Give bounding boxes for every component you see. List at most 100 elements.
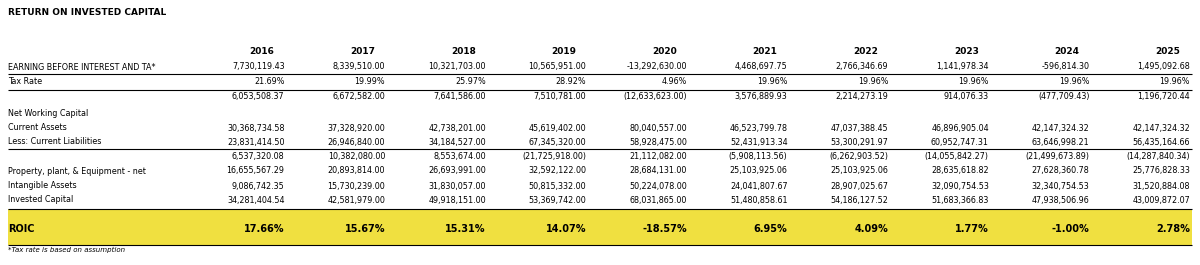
Text: 54,186,127.52: 54,186,127.52	[830, 196, 888, 205]
Text: 25,103,925.06: 25,103,925.06	[730, 166, 787, 175]
Text: 50,815,332.00: 50,815,332.00	[529, 182, 587, 191]
Text: (21,725,918.00): (21,725,918.00)	[522, 152, 587, 161]
Text: 2024: 2024	[1055, 47, 1079, 56]
Text: 50,224,078.00: 50,224,078.00	[629, 182, 686, 191]
Text: -596,814.30: -596,814.30	[1042, 63, 1090, 72]
Text: 63,646,998.21: 63,646,998.21	[1032, 138, 1090, 147]
Text: 14.07%: 14.07%	[546, 224, 587, 234]
Text: 68,031,865.00: 68,031,865.00	[630, 196, 686, 205]
Text: 30,368,734.58: 30,368,734.58	[227, 123, 284, 132]
Text: 46,523,799.78: 46,523,799.78	[730, 123, 787, 132]
Text: 7,510,781.00: 7,510,781.00	[534, 92, 587, 101]
Text: EARNING BEFORE INTEREST AND TA*: EARNING BEFORE INTEREST AND TA*	[8, 63, 156, 72]
Text: 2.78%: 2.78%	[1156, 224, 1190, 234]
Text: 58,928,475.00: 58,928,475.00	[629, 138, 686, 147]
Text: 2,766,346.69: 2,766,346.69	[835, 63, 888, 72]
Text: 7,641,586.00: 7,641,586.00	[433, 92, 486, 101]
Text: 42,738,201.00: 42,738,201.00	[428, 123, 486, 132]
Text: 28,635,618.82: 28,635,618.82	[931, 166, 989, 175]
Text: RETURN ON INVESTED CAPITAL: RETURN ON INVESTED CAPITAL	[8, 8, 167, 17]
Text: 47,037,388.45: 47,037,388.45	[830, 123, 888, 132]
Text: 20,893,814.00: 20,893,814.00	[328, 166, 385, 175]
Text: 28,684,131.00: 28,684,131.00	[630, 166, 686, 175]
Text: Less: Current Liabilities: Less: Current Liabilities	[8, 138, 101, 147]
Text: 3,576,889.93: 3,576,889.93	[734, 92, 787, 101]
Text: 19.96%: 19.96%	[1159, 77, 1190, 86]
Text: 19.96%: 19.96%	[959, 77, 989, 86]
Text: 51,480,858.61: 51,480,858.61	[730, 196, 787, 205]
Text: 42,147,324.32: 42,147,324.32	[1032, 123, 1090, 132]
Text: 28.92%: 28.92%	[556, 77, 587, 86]
Text: 6,537,320.08: 6,537,320.08	[232, 152, 284, 161]
Text: 19.96%: 19.96%	[858, 77, 888, 86]
Text: 56,435,164.66: 56,435,164.66	[1133, 138, 1190, 147]
Text: 80,040,557.00: 80,040,557.00	[629, 123, 686, 132]
Text: 43,009,872.07: 43,009,872.07	[1133, 196, 1190, 205]
Text: 9,086,742.35: 9,086,742.35	[232, 182, 284, 191]
Text: 6,672,582.00: 6,672,582.00	[332, 92, 385, 101]
Text: 15.31%: 15.31%	[445, 224, 486, 234]
Text: (477,709.43): (477,709.43)	[1038, 92, 1090, 101]
Text: 7,730,119.43: 7,730,119.43	[232, 63, 284, 72]
Text: 914,076.33: 914,076.33	[943, 92, 989, 101]
Text: 1,196,720.44: 1,196,720.44	[1138, 92, 1190, 101]
Text: 25,776,828.33: 25,776,828.33	[1132, 166, 1190, 175]
Text: 2023: 2023	[954, 47, 979, 56]
Text: 19.99%: 19.99%	[354, 77, 385, 86]
Text: 15,730,239.00: 15,730,239.00	[328, 182, 385, 191]
Text: 53,369,742.00: 53,369,742.00	[529, 196, 587, 205]
Text: 26,693,991.00: 26,693,991.00	[428, 166, 486, 175]
Text: 32,592,122.00: 32,592,122.00	[528, 166, 587, 175]
Text: 53,300,291.97: 53,300,291.97	[830, 138, 888, 147]
Text: 42,581,979.00: 42,581,979.00	[328, 196, 385, 205]
Text: 26,946,840.00: 26,946,840.00	[328, 138, 385, 147]
Text: 15.67%: 15.67%	[344, 224, 385, 234]
Text: 19.96%: 19.96%	[757, 77, 787, 86]
Text: 2016: 2016	[250, 47, 275, 56]
Text: 2018: 2018	[451, 47, 475, 56]
Text: 10,565,951.00: 10,565,951.00	[529, 63, 587, 72]
Text: Property, plant, & Equipment - net: Property, plant, & Equipment - net	[8, 166, 146, 175]
Text: 6,053,508.37: 6,053,508.37	[232, 92, 284, 101]
Text: 23,831,414.50: 23,831,414.50	[227, 138, 284, 147]
Text: ROIC: ROIC	[8, 224, 35, 234]
Text: 1,141,978.34: 1,141,978.34	[936, 63, 989, 72]
Text: 16,655,567.29: 16,655,567.29	[227, 166, 284, 175]
Text: 4.96%: 4.96%	[661, 77, 686, 86]
Text: -13,292,630.00: -13,292,630.00	[626, 63, 686, 72]
Text: (14,287,840.34): (14,287,840.34)	[1127, 152, 1190, 161]
Text: -1.00%: -1.00%	[1051, 224, 1090, 234]
Text: 52,431,913.34: 52,431,913.34	[730, 138, 787, 147]
Text: 25,103,925.06: 25,103,925.06	[830, 166, 888, 175]
Text: 21,112,082.00: 21,112,082.00	[629, 152, 686, 161]
Text: 2,214,273.19: 2,214,273.19	[835, 92, 888, 101]
Text: 32,340,754.53: 32,340,754.53	[1032, 182, 1090, 191]
Text: 34,184,527.00: 34,184,527.00	[428, 138, 486, 147]
Text: 31,520,884.08: 31,520,884.08	[1133, 182, 1190, 191]
Text: (21,499,673.89): (21,499,673.89)	[1026, 152, 1090, 161]
Text: 17.66%: 17.66%	[244, 224, 284, 234]
Text: 2025: 2025	[1156, 47, 1180, 56]
Text: 49,918,151.00: 49,918,151.00	[428, 196, 486, 205]
Text: 27,628,360.78: 27,628,360.78	[1032, 166, 1090, 175]
Text: (6,262,903.52): (6,262,903.52)	[829, 152, 888, 161]
Text: 10,321,703.00: 10,321,703.00	[428, 63, 486, 72]
Text: 4.09%: 4.09%	[854, 224, 888, 234]
Text: 37,328,920.00: 37,328,920.00	[328, 123, 385, 132]
Text: Net Working Capital: Net Working Capital	[8, 109, 89, 118]
Text: -18.57%: -18.57%	[642, 224, 686, 234]
Text: 42,147,324.32: 42,147,324.32	[1133, 123, 1190, 132]
Text: Current Assets: Current Assets	[8, 123, 67, 132]
Text: 8,339,510.00: 8,339,510.00	[332, 63, 385, 72]
Text: 6.95%: 6.95%	[754, 224, 787, 234]
Text: 45,619,402.00: 45,619,402.00	[529, 123, 587, 132]
Text: 51,683,366.83: 51,683,366.83	[931, 196, 989, 205]
Text: 2019: 2019	[551, 47, 576, 56]
Text: 8,553,674.00: 8,553,674.00	[433, 152, 486, 161]
Text: 25.97%: 25.97%	[455, 77, 486, 86]
Text: 4,468,697.75: 4,468,697.75	[734, 63, 787, 72]
Text: (14,055,842.27): (14,055,842.27)	[925, 152, 989, 161]
Bar	[8, 209, 1192, 245]
Text: 46,896,905.04: 46,896,905.04	[931, 123, 989, 132]
Text: 2022: 2022	[853, 47, 878, 56]
